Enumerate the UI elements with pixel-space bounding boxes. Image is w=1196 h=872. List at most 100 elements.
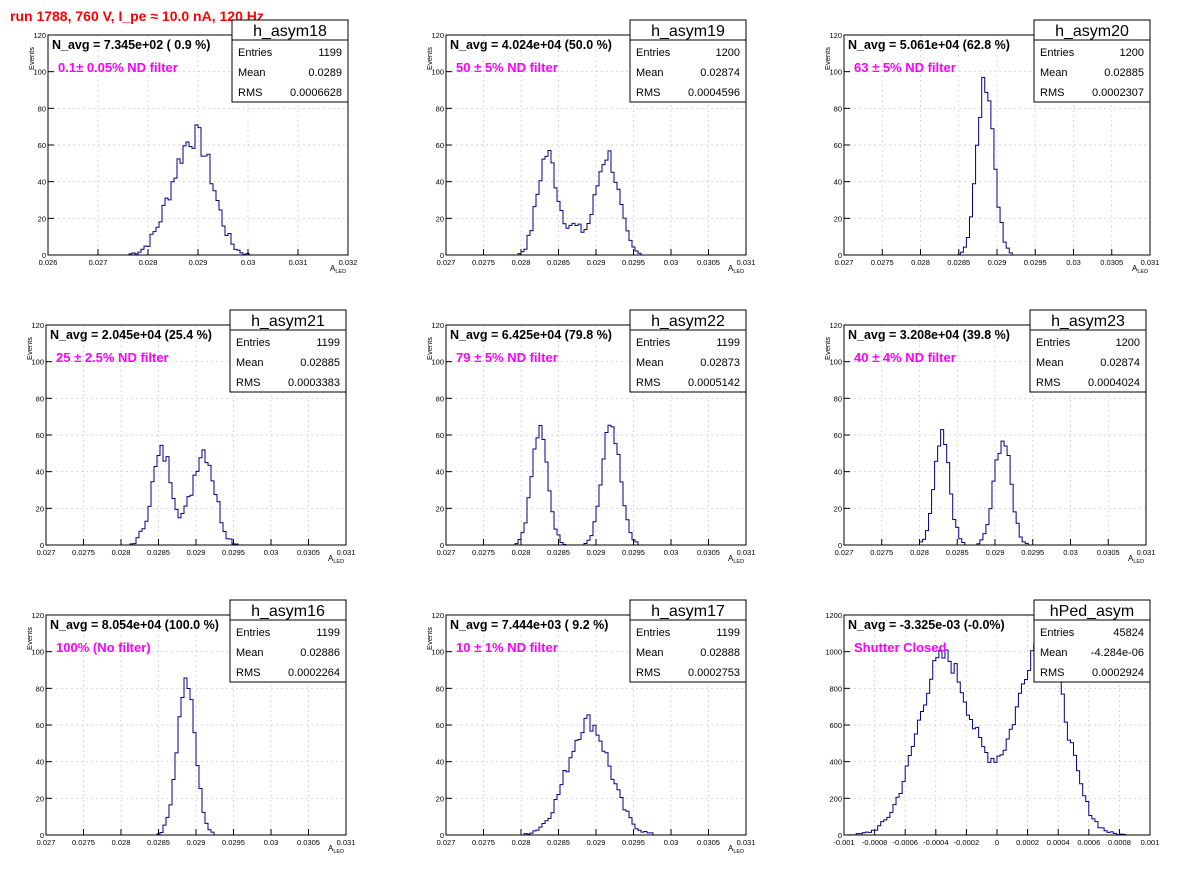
x-tick-label: 0.027 (835, 258, 854, 267)
x-tick-label: 0.0275 (472, 838, 495, 847)
x-tick-label: 0.027 (437, 258, 456, 267)
y-tick-label: 100 (431, 68, 444, 77)
x-tick-label: 0.0275 (472, 548, 495, 557)
x-tick-label: 0.0305 (697, 548, 720, 557)
x-tick-label: 0.0006 (1077, 838, 1100, 847)
histogram-name: h_asym20 (1055, 23, 1129, 40)
x-tick-label: 0.026 (39, 258, 58, 267)
x-tick-label: 0.027 (37, 838, 56, 847)
histogram-panel-hPed_asym: -0.001 -0.0008 -0.0006 -0.0004 -0.0002 0 0.000… (825, 599, 1160, 847)
stats-key-entries: Entries (636, 627, 671, 639)
x-tick-label: 0.001 (1141, 838, 1160, 847)
stats-key-mean: Mean (636, 357, 664, 369)
stats-value-entries: 1199 (316, 337, 340, 349)
stats-key-rms: RMS (636, 667, 660, 679)
y-axis-label: Events (25, 337, 34, 360)
filter-annotation: 10 ± 1% ND filter (456, 640, 558, 655)
histogram-panel-h_asym16: 0.027 0.0275 0.028 0.0285 0.029 0.0295 0.03 0.0… (25, 599, 355, 855)
y-tick-label: 40 (436, 178, 444, 187)
x-tick-label: 0.0305 (697, 838, 720, 847)
y-tick-label: 120 (829, 31, 842, 40)
x-tick-label: 0.0285 (946, 548, 969, 557)
y-tick-label: 0 (40, 831, 44, 840)
stats-key-mean: Mean (236, 647, 264, 659)
y-tick-label: 100 (829, 358, 842, 367)
y-tick-label: 0 (40, 541, 44, 550)
x-tick-label: -0.0004 (923, 838, 948, 847)
y-tick-label: 40 (834, 468, 842, 477)
stats-key-mean: Mean (1040, 647, 1068, 659)
histogram-name: h_asym16 (251, 603, 325, 620)
y-tick-label: 60 (436, 431, 444, 440)
x-tick-label: 0.03 (664, 838, 679, 847)
histogram-panel-h_asym17: 0.027 0.0275 0.028 0.0285 0.029 0.0295 0.03 0.0… (425, 599, 755, 855)
stats-value-entries: 1199 (316, 627, 340, 639)
stats-value-rms: 0.0005142 (688, 377, 740, 389)
y-tick-label: 80 (436, 684, 444, 693)
stats-box (229, 309, 347, 393)
y-axis-label: Events (425, 627, 434, 650)
stats-value-entries: 1199 (716, 337, 740, 349)
x-tick-label: 0.0295 (622, 838, 645, 847)
x-tick-label: 0.027 (37, 548, 56, 557)
x-tick-label: 0.029 (187, 838, 206, 847)
y-tick-label: 1000 (825, 648, 842, 657)
y-tick-label: 0 (838, 251, 842, 260)
x-tick-label: 0.03 (664, 258, 679, 267)
y-tick-label: 60 (38, 141, 46, 150)
x-axis-label: ALED (328, 554, 344, 565)
x-tick-label: 0.03 (241, 258, 256, 267)
navg-label: N_avg = 6.425e+04 (79.8 %) (450, 328, 612, 342)
y-tick-label: 20 (436, 794, 444, 803)
stats-key-mean: Mean (236, 357, 264, 369)
navg-label: N_avg = 8.054e+04 (100.0 %) (50, 618, 219, 632)
x-tick-label: 0.0285 (547, 838, 570, 847)
y-tick-label: 20 (834, 504, 842, 513)
stats-value-rms: 0.0002753 (688, 667, 740, 679)
y-axis-label: Events (823, 337, 832, 360)
stats-key-entries: Entries (1036, 337, 1071, 349)
histogram-name: h_asym23 (1051, 313, 1125, 330)
x-tick-label: 0.0305 (1097, 548, 1120, 557)
histogram-panel-h_asym20: 0.027 0.0275 0.028 0.0285 0.029 0.0295 0.03 0.0… (823, 19, 1159, 275)
stats-value-mean: 0.02874 (700, 67, 740, 79)
x-tick-label: 0.0295 (622, 548, 645, 557)
x-tick-label: 0.0285 (547, 548, 570, 557)
x-axis-label: ALED (728, 844, 744, 855)
x-tick-label: 0.031 (337, 548, 356, 557)
page-title: run 1788, 760 V, I_pe ≈ 10.0 nA, 120 Hz (10, 8, 264, 24)
filter-annotation: 50 ± 5% ND filter (456, 60, 558, 75)
y-tick-label: 40 (834, 178, 842, 187)
filter-annotation: 63 ± 5% ND filter (854, 60, 956, 75)
x-tick-label: 0.0275 (871, 258, 894, 267)
x-tick-label: 0.0275 (72, 838, 95, 847)
x-tick-label: 0.027 (89, 258, 108, 267)
filter-annotation: 40 ± 4% ND filter (854, 350, 956, 365)
y-tick-label: 80 (36, 394, 44, 403)
x-tick-label: 0.028 (512, 258, 531, 267)
x-tick-label: -0.0008 (862, 838, 887, 847)
y-tick-label: 20 (36, 794, 44, 803)
x-tick-label: 0.029 (988, 258, 1007, 267)
y-tick-label: 400 (829, 758, 842, 767)
y-tick-label: 100 (829, 68, 842, 77)
y-axis-label: Events (425, 337, 434, 360)
x-tick-label: 0.028 (910, 548, 929, 557)
y-tick-label: 100 (31, 648, 44, 657)
histogram-name: h_asym17 (651, 603, 725, 620)
x-tick-label: 0 (995, 838, 999, 847)
stats-key-entries: Entries (238, 47, 273, 59)
x-tick-label: 0.032 (339, 258, 358, 267)
stats-value-entries: 1199 (716, 627, 740, 639)
stats-key-entries: Entries (636, 337, 671, 349)
y-tick-label: 40 (38, 178, 46, 187)
y-tick-label: 100 (431, 648, 444, 657)
y-tick-label: 0 (440, 831, 444, 840)
stats-box (629, 599, 747, 683)
y-tick-label: 120 (31, 611, 44, 620)
x-tick-label: 0.028 (512, 548, 531, 557)
x-tick-label: 0.0285 (147, 838, 170, 847)
x-tick-label: 0.03 (264, 838, 279, 847)
stats-box (1029, 309, 1147, 393)
